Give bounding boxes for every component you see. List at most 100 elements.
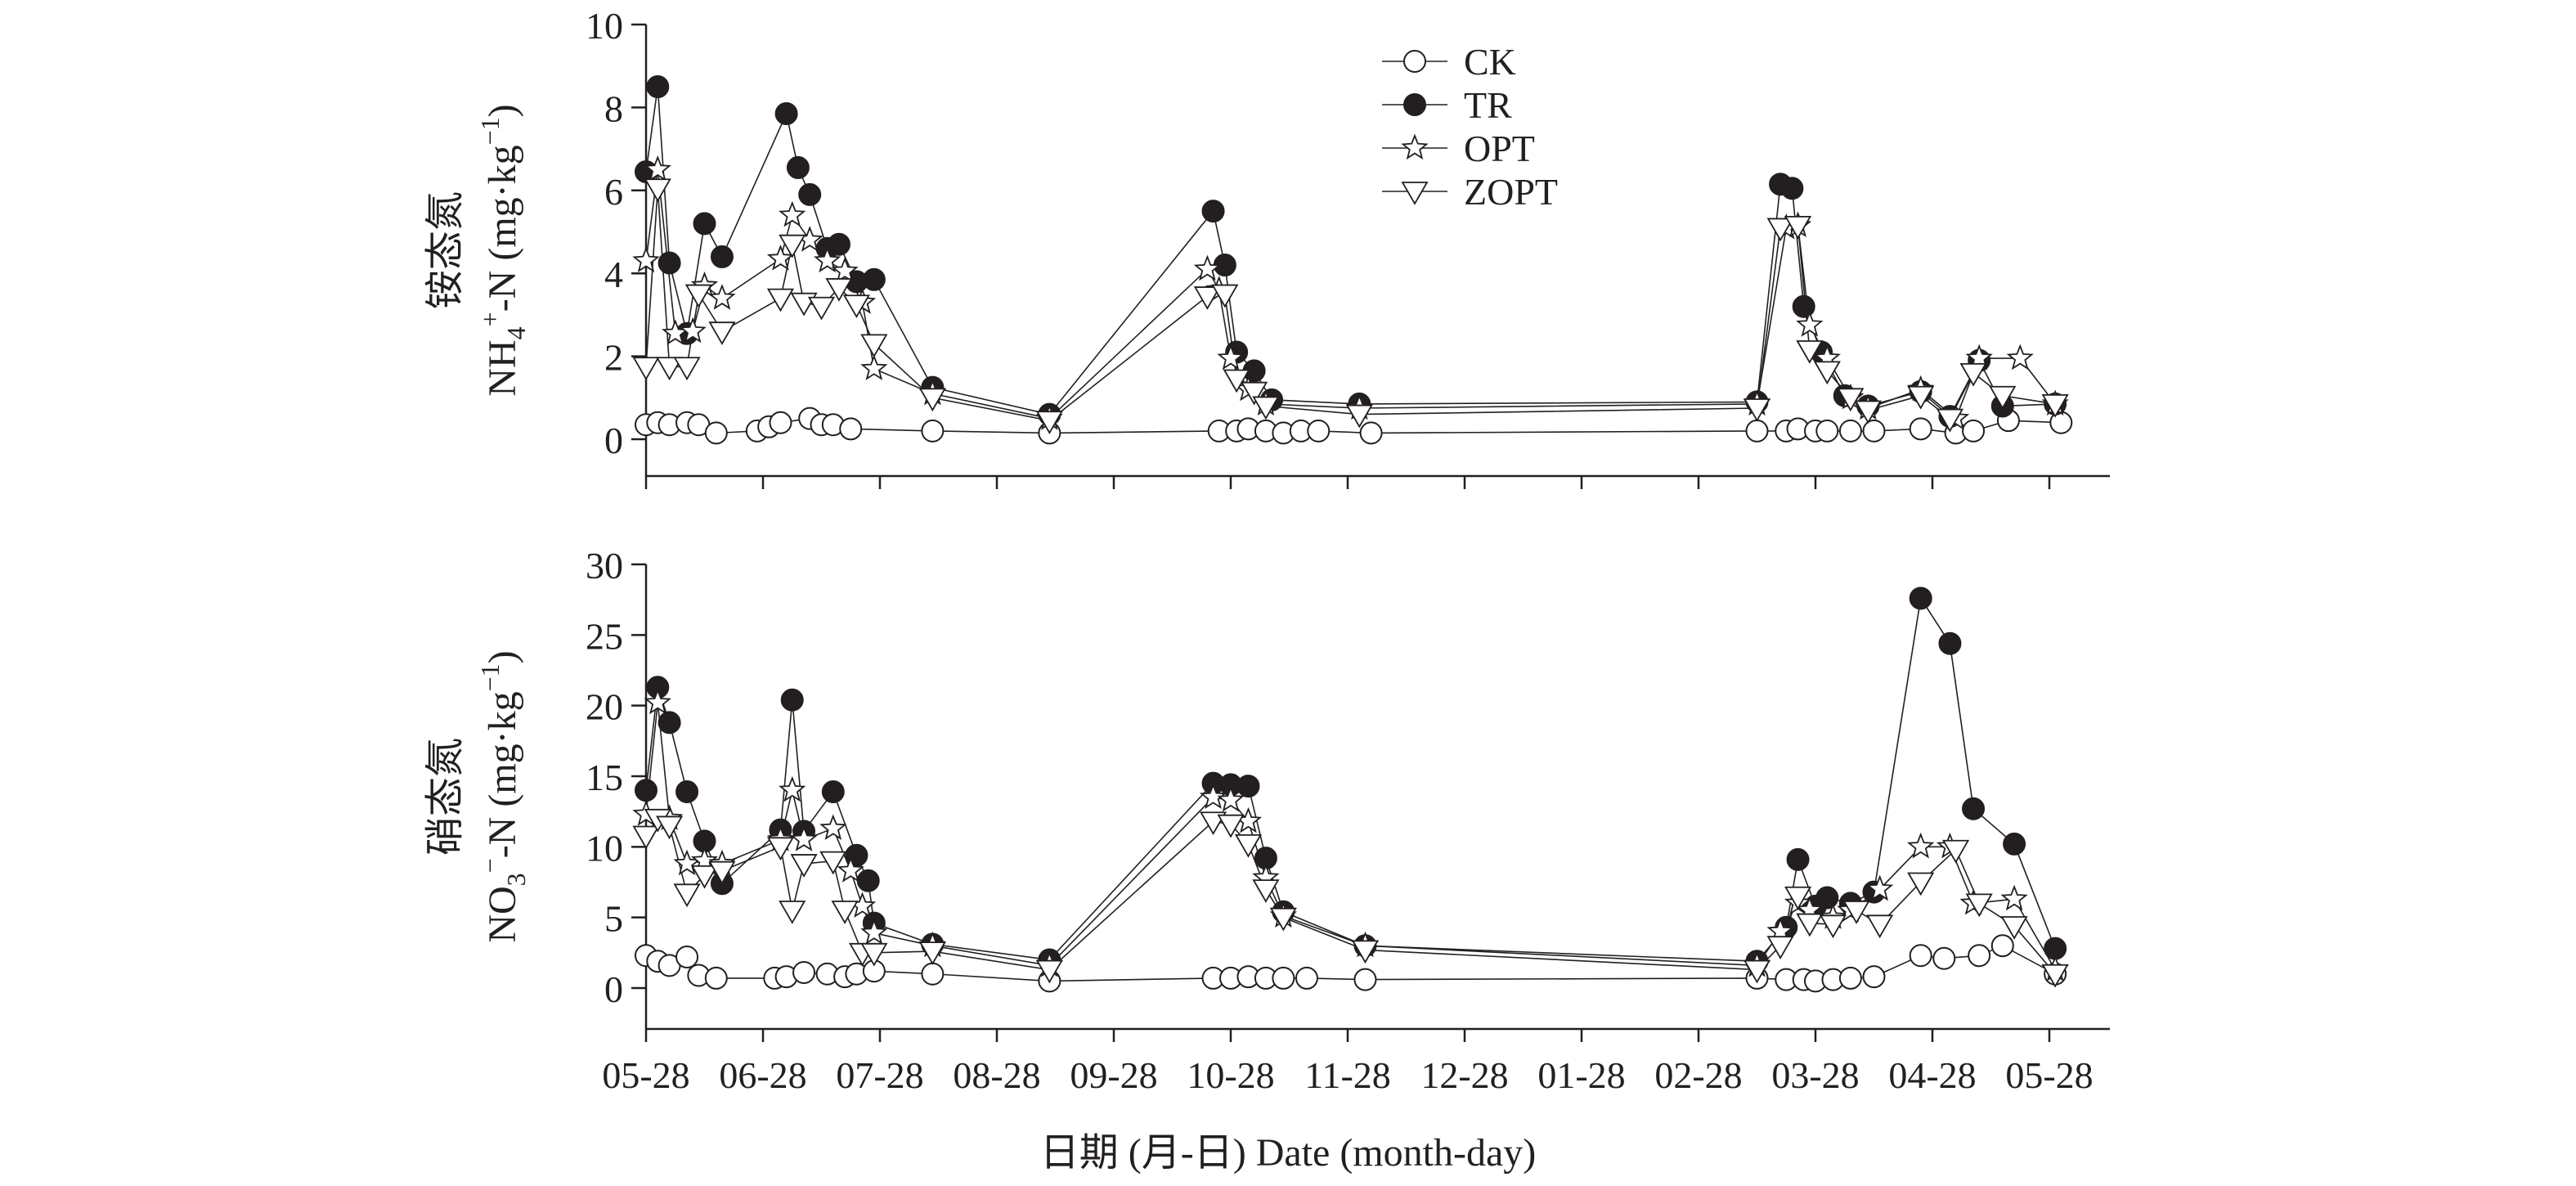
legend-item-zopt: ZOPT — [1382, 171, 1558, 213]
nh4-data-point-tr — [1780, 177, 1804, 200]
no3-data-point-ck — [704, 966, 728, 990]
no3-data-point-tr — [1909, 586, 1932, 610]
no3-series-ck-markers — [635, 934, 2067, 993]
nh4-y-tick-label: 10 — [586, 5, 623, 47]
no3-chart-panel: 0 5 10 15 20 25 30 05-28 06-28 07-28 08-28 09-28 10-… — [422, 545, 2110, 1096]
nh4-data-point-opt — [779, 200, 806, 227]
no3-data-point-zopt — [1907, 872, 1935, 896]
no3-y-tick-label: 10 — [586, 827, 623, 869]
nh4-data-point-opt — [814, 246, 841, 273]
x-tick-label: 07-28 — [836, 1054, 923, 1096]
nh4-data-point-zopt — [644, 178, 671, 203]
no3-series-line-opt — [645, 703, 2056, 971]
no3-data-point-tr — [1938, 631, 1962, 655]
legend-label: ZOPT — [1464, 171, 1558, 213]
no3-y-tick-label: 20 — [586, 686, 623, 728]
nh4-data-point-opt — [1193, 254, 1222, 281]
no3-data-point-zopt — [1217, 814, 1245, 838]
nh4-y-tick-label: 4 — [604, 254, 623, 295]
no3-data-point-zopt — [1766, 936, 1794, 960]
no3-data-point-zopt — [1784, 886, 1812, 910]
no3-y-axis-label: 硝态氮 NO3−-N (mg·kg−1) — [422, 650, 531, 942]
nh4-data-point-ck — [839, 417, 863, 441]
x-tick-label: 09-28 — [1070, 1054, 1157, 1096]
no3-data-point-zopt — [790, 854, 818, 878]
no3-data-point-zopt — [1035, 959, 1063, 984]
no3-data-point-opt — [1866, 874, 1894, 901]
nh4-data-point-tr — [862, 267, 886, 291]
nh4-data-point-zopt — [1907, 385, 1935, 410]
nh4-series-zopt-markers — [632, 178, 2069, 434]
nh4-data-point-zopt — [807, 296, 836, 321]
no3-axes: 0 5 10 15 20 25 30 05-28 06-28 07-28 08-28 09-28 10-… — [586, 545, 2110, 1096]
nh4-data-point-ck — [1838, 419, 1862, 443]
no3-y-tick-label: 25 — [586, 615, 623, 657]
no3-data-point-ck — [1353, 968, 1377, 991]
no3-data-point-opt — [837, 856, 864, 883]
nh4-data-point-zopt — [708, 321, 736, 345]
no3-data-point-tr — [1962, 797, 1986, 820]
no3-data-point-ck — [1295, 966, 1318, 990]
no3-data-point-zopt — [860, 942, 888, 967]
no3-data-point-tr — [1236, 775, 1260, 798]
nh4-data-point-zopt — [656, 357, 684, 381]
no3-data-point-zopt — [918, 941, 946, 965]
nh4-data-point-tr — [827, 232, 850, 256]
no3-data-point-zopt — [831, 901, 859, 924]
nh4-data-point-tr — [693, 212, 716, 236]
no3-data-point-tr — [2003, 832, 2026, 856]
no3-data-point-ck — [1909, 944, 1932, 968]
legend-item-opt: OPT — [1382, 128, 1535, 169]
nh4-data-point-opt — [2006, 344, 2034, 371]
no3-data-point-zopt — [1866, 914, 1894, 939]
nh4-data-point-zopt — [1813, 361, 1841, 385]
legend-marker-opt — [1401, 133, 1429, 160]
no3-data-point-tr — [635, 779, 657, 802]
x-tick-label: 11-28 — [1304, 1054, 1391, 1096]
no3-data-point-zopt — [1842, 901, 1870, 924]
x-tick-label: 10-28 — [1187, 1054, 1274, 1096]
nh4-data-point-tr — [646, 75, 670, 99]
x-tick-label: 05-28 — [2005, 1054, 2093, 1096]
nh4-data-point-zopt — [1345, 404, 1373, 429]
no3-data-point-opt — [1217, 785, 1245, 812]
nh4-data-point-ck — [921, 419, 945, 443]
nh4-data-point-zopt — [918, 388, 946, 412]
x-tick-label: 03-28 — [1771, 1054, 1859, 1096]
nh4-data-point-zopt — [1193, 286, 1221, 310]
legend-label: CK — [1464, 41, 1516, 83]
no3-data-point-opt — [819, 814, 847, 840]
no3-data-point-zopt — [1796, 913, 1824, 937]
nh4-data-point-zopt — [1959, 362, 1987, 387]
nh4-data-point-opt — [679, 317, 707, 344]
nh4-data-point-ck — [1909, 417, 1932, 441]
no3-data-point-zopt — [2041, 964, 2069, 988]
nh4-data-point-opt — [860, 354, 888, 380]
nh4-y-axis-label-en: NH4+-N (mg·kg−1) — [475, 104, 531, 396]
nh4-data-point-ck — [1962, 419, 1986, 443]
x-axis-label: 日期 (月-日) Date (month-day) — [1040, 1131, 1537, 1175]
no3-data-point-zopt — [656, 815, 684, 840]
no3-data-point-tr — [1786, 847, 1810, 871]
no3-data-point-zopt — [708, 860, 736, 885]
no3-data-point-ck — [675, 946, 699, 969]
nh4-series-line-opt — [645, 169, 2056, 420]
x-tick-label: 12-28 — [1420, 1054, 1508, 1096]
legend-marker-ck — [1403, 50, 1426, 73]
nh4-data-point-zopt — [779, 234, 806, 258]
nh4-data-point-ck — [769, 411, 792, 434]
no3-data-point-tr — [657, 711, 681, 735]
no3-data-point-tr — [856, 869, 880, 892]
nh4-data-point-ck — [1745, 419, 1769, 443]
nh4-data-point-zopt — [1743, 398, 1771, 422]
nh4-y-tick-label: 2 — [604, 337, 623, 379]
no3-data-point-opt — [860, 919, 888, 945]
nh4-data-point-ck — [704, 421, 728, 445]
no3-data-point-ck — [1968, 944, 1991, 968]
nh4-data-point-ck — [1359, 421, 1383, 445]
nh4-data-point-zopt — [1796, 340, 1824, 364]
nh4-data-point-zopt — [1989, 385, 2017, 410]
no3-data-point-opt — [779, 775, 806, 802]
no3-series-zopt-markers — [632, 808, 2069, 988]
